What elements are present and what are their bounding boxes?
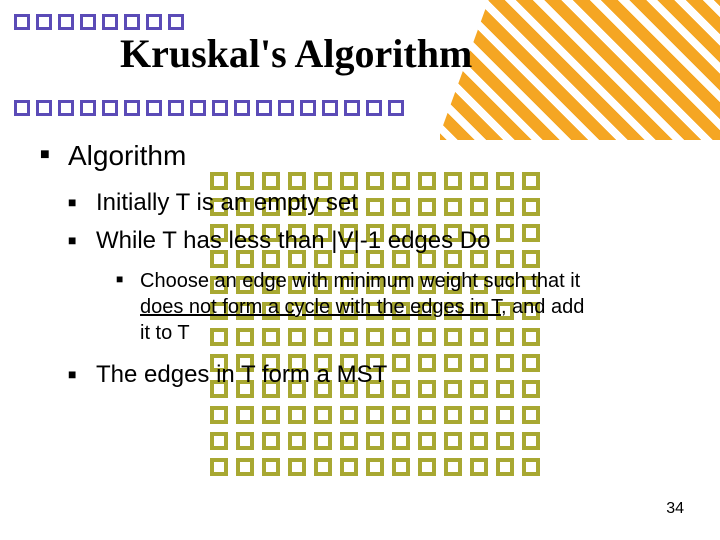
deco-square: [418, 458, 436, 476]
deco-square: [58, 100, 74, 116]
deco-square: [340, 458, 358, 476]
deco-square: [366, 100, 382, 116]
deco-square: [366, 458, 384, 476]
deco-square: [236, 406, 254, 424]
deco-square: [392, 432, 410, 450]
deco-square: [236, 432, 254, 450]
deco-square: [124, 14, 140, 30]
deco-square: [146, 14, 162, 30]
deco-square: [210, 406, 228, 424]
deco-square: [102, 100, 118, 116]
deco-square: [322, 100, 338, 116]
deco-square: [470, 432, 488, 450]
deco-square: [80, 100, 96, 116]
deco-square: [444, 406, 462, 424]
deco-square: [36, 100, 52, 116]
deco-square: [124, 100, 140, 116]
deco-square: [288, 406, 306, 424]
bullet-l2b-text: While T has less than |V|-1 edges Do: [96, 227, 490, 254]
deco-square: [392, 458, 410, 476]
deco-square: [444, 458, 462, 476]
deco-square: [210, 458, 228, 476]
bullet-l3: Choose an edge with minimum weight such …: [116, 268, 586, 346]
deco-square: [80, 14, 96, 30]
deco-square: [522, 458, 540, 476]
deco-square: [522, 432, 540, 450]
deco-square: [522, 406, 540, 424]
deco-square: [102, 14, 118, 30]
deco-square: [168, 100, 184, 116]
deco-square: [288, 458, 306, 476]
deco-square: [314, 406, 332, 424]
deco-square: [300, 100, 316, 116]
bullet-l1: Algorithm Initially T is an empty set Wh…: [40, 140, 680, 390]
deco-square: [14, 14, 30, 30]
deco-square: [366, 432, 384, 450]
deco-square: [14, 100, 30, 116]
deco-square: [418, 406, 436, 424]
deco-square: [340, 406, 358, 424]
deco-square: [392, 406, 410, 424]
bullet-l1-text: Algorithm: [68, 140, 186, 171]
deco-square: [366, 406, 384, 424]
deco-square: [496, 406, 514, 424]
deco-square: [470, 458, 488, 476]
deco-square: [58, 14, 74, 30]
deco-square: [168, 14, 184, 30]
deco-square: [344, 100, 360, 116]
slide-title: Kruskal's Algorithm: [120, 30, 472, 77]
deco-square: [496, 458, 514, 476]
deco-square: [288, 432, 306, 450]
deco-square: [470, 406, 488, 424]
deco-square: [388, 100, 404, 116]
deco-square: [236, 458, 254, 476]
deco-square: [496, 432, 514, 450]
deco-square: [444, 432, 462, 450]
deco-square: [36, 14, 52, 30]
deco-square: [212, 100, 228, 116]
l3-underlined: does not form a cycle with the edges in …: [140, 296, 501, 318]
deco-square: [340, 432, 358, 450]
bullet-l2a: Initially T is an empty set: [68, 188, 680, 218]
content-area: Algorithm Initially T is an empty set Wh…: [40, 140, 680, 404]
deco-square: [418, 432, 436, 450]
deco-square: [262, 406, 280, 424]
deco-square: [314, 432, 332, 450]
deco-square: [190, 100, 206, 116]
deco-square: [262, 432, 280, 450]
deco-square: [234, 100, 250, 116]
l3-pre: Choose an edge with minimum weight such …: [140, 270, 580, 292]
deco-square: [278, 100, 294, 116]
bullet-l2b: While T has less than |V|-1 edges Do Cho…: [68, 226, 680, 346]
deco-square: [262, 458, 280, 476]
deco-square: [146, 100, 162, 116]
bullet-l2c: The edges in T form a MST: [68, 360, 680, 390]
page-number: 34: [666, 500, 684, 518]
deco-square: [210, 432, 228, 450]
deco-square: [314, 458, 332, 476]
deco-square: [256, 100, 272, 116]
corner-hatch: [440, 0, 720, 140]
